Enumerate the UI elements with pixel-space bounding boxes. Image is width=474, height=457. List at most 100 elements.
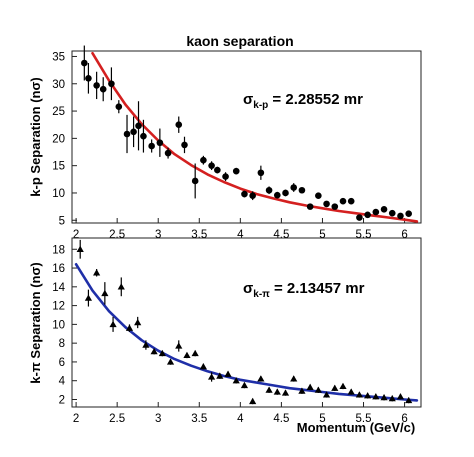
bottom-data-point: [339, 382, 347, 390]
top-data-point: [135, 122, 142, 130]
top-data-point: [241, 190, 248, 198]
x-axis-label: Momentum (GeV/c): [297, 420, 415, 435]
top-data-point: [273, 191, 281, 199]
bottom-data-point: [273, 388, 281, 395]
bottom-data-point: [117, 283, 125, 290]
top-data-point: [380, 206, 388, 213]
top-data-point: [148, 142, 155, 150]
top-x-tick-label: 4: [237, 229, 244, 241]
bottom-plot-frame: [71, 237, 422, 408]
top-data-point: [339, 197, 347, 205]
top-plot-frame: [71, 50, 422, 224]
bottom-data-point: [101, 289, 109, 297]
bottom-data-point: [281, 389, 290, 396]
bottom-data-point: [76, 245, 84, 252]
bottom-data-point: [249, 397, 257, 405]
top-data-point: [130, 128, 137, 136]
bottom-data-point: [158, 349, 166, 357]
bottom-sigma-subscript: k-π: [253, 289, 270, 300]
bottom-data-point: [331, 384, 339, 391]
top-sigma-annotation: σk-p = 2.28552 mr: [243, 91, 363, 111]
bottom-data-point: [347, 388, 355, 395]
top-x-tick-label: 5.5: [356, 229, 372, 241]
bottom-x-tick-label: 4.5: [273, 413, 289, 425]
chart-title: kaon separation: [186, 33, 293, 49]
bottom-y-tick-label: 10: [52, 319, 65, 331]
top-sigma-symbol: σ: [243, 91, 253, 108]
bottom-y-tick-label: 2: [59, 394, 65, 406]
top-data-point: [388, 209, 396, 217]
bottom-data-point: [298, 387, 306, 394]
top-y-tick-label: 15: [52, 161, 65, 173]
bottom-sigma-value: = 2.13457 mr: [270, 280, 365, 297]
top-data-point: [200, 156, 207, 164]
top-data-point: [191, 177, 199, 185]
top-x-tick-label: 6: [401, 229, 407, 241]
top-data-point: [298, 186, 306, 194]
top-data-point: [181, 141, 188, 149]
top-data-point: [282, 189, 289, 197]
bottom-y-tick-label: 18: [52, 244, 65, 256]
top-data-point: [397, 212, 404, 220]
bottom-data-point: [396, 393, 405, 400]
top-data-point: [232, 167, 240, 175]
top-data-point: [306, 203, 314, 210]
bottom-data-point: [364, 392, 372, 399]
top-data-point: [356, 214, 363, 221]
top-y-tick-label: 30: [52, 79, 65, 91]
top-data-point: [347, 197, 355, 205]
top-panel-kp: k-p Separation (nσ) σk-p = 2.28552 mr 2 2…: [28, 45, 422, 241]
bottom-y-tick-label: 12: [52, 301, 65, 313]
bottom-data-point: [232, 377, 240, 384]
top-data-point: [315, 192, 322, 199]
top-data-point: [164, 149, 172, 157]
bottom-data-point: [109, 320, 117, 328]
bottom-data-point: [405, 396, 413, 404]
bottom-data-point: [372, 393, 380, 400]
top-y-tick-label: 10: [52, 188, 65, 200]
top-data-point: [93, 82, 100, 89]
bottom-sigma-annotation: σk-π = 2.13457 mr: [243, 280, 365, 300]
top-data-point: [115, 103, 123, 110]
bottom-data-point: [306, 383, 314, 390]
top-data-point: [208, 162, 215, 169]
top-y-tick-label: 5: [59, 215, 65, 227]
bottom-data-point: [257, 375, 265, 382]
top-data-point: [364, 211, 371, 219]
top-y-tick-label: 25: [52, 106, 65, 118]
bottom-y-tick-label: 4: [59, 376, 66, 388]
bottom-data-point: [314, 386, 322, 393]
bottom-x-tick-label: 2.5: [109, 413, 125, 425]
top-data-point: [265, 186, 273, 194]
bottom-data-point: [142, 341, 150, 348]
top-data-point: [156, 139, 164, 147]
top-data-point: [175, 121, 183, 129]
bottom-data-point: [134, 318, 142, 326]
bottom-y-tick-label: 16: [52, 263, 65, 275]
bottom-data-point: [290, 375, 298, 382]
bottom-data-point: [125, 324, 134, 331]
bottom-data-point: [380, 394, 388, 401]
bottom-data-point: [208, 373, 216, 380]
top-data-point: [81, 59, 88, 67]
bottom-data-point: [265, 386, 273, 393]
bottom-x-tick-label: 6: [401, 413, 407, 425]
top-data-point: [372, 208, 380, 216]
top-y-axis-label: k-p Separation (nσ): [28, 77, 43, 196]
bottom-x-tick-label: 5: [319, 413, 325, 425]
bottom-data-point: [240, 381, 249, 389]
top-data-point: [257, 169, 265, 177]
bottom-x-tick-label: 3.5: [191, 413, 207, 425]
top-sigma-value: = 2.28552 mr: [268, 91, 363, 108]
bottom-x-tick-label: 2: [73, 413, 79, 425]
top-x-tick-label: 2: [73, 229, 79, 241]
bottom-sigma-symbol: σ: [243, 280, 253, 297]
top-y-tick-label: 20: [52, 133, 65, 145]
top-x-tick-label: 3.5: [191, 229, 207, 241]
top-x-tick-label: 4.5: [273, 229, 289, 241]
top-data-point: [214, 166, 221, 174]
bottom-data-point: [355, 391, 364, 398]
bottom-data-point: [322, 391, 331, 398]
top-data-point: [331, 203, 339, 210]
